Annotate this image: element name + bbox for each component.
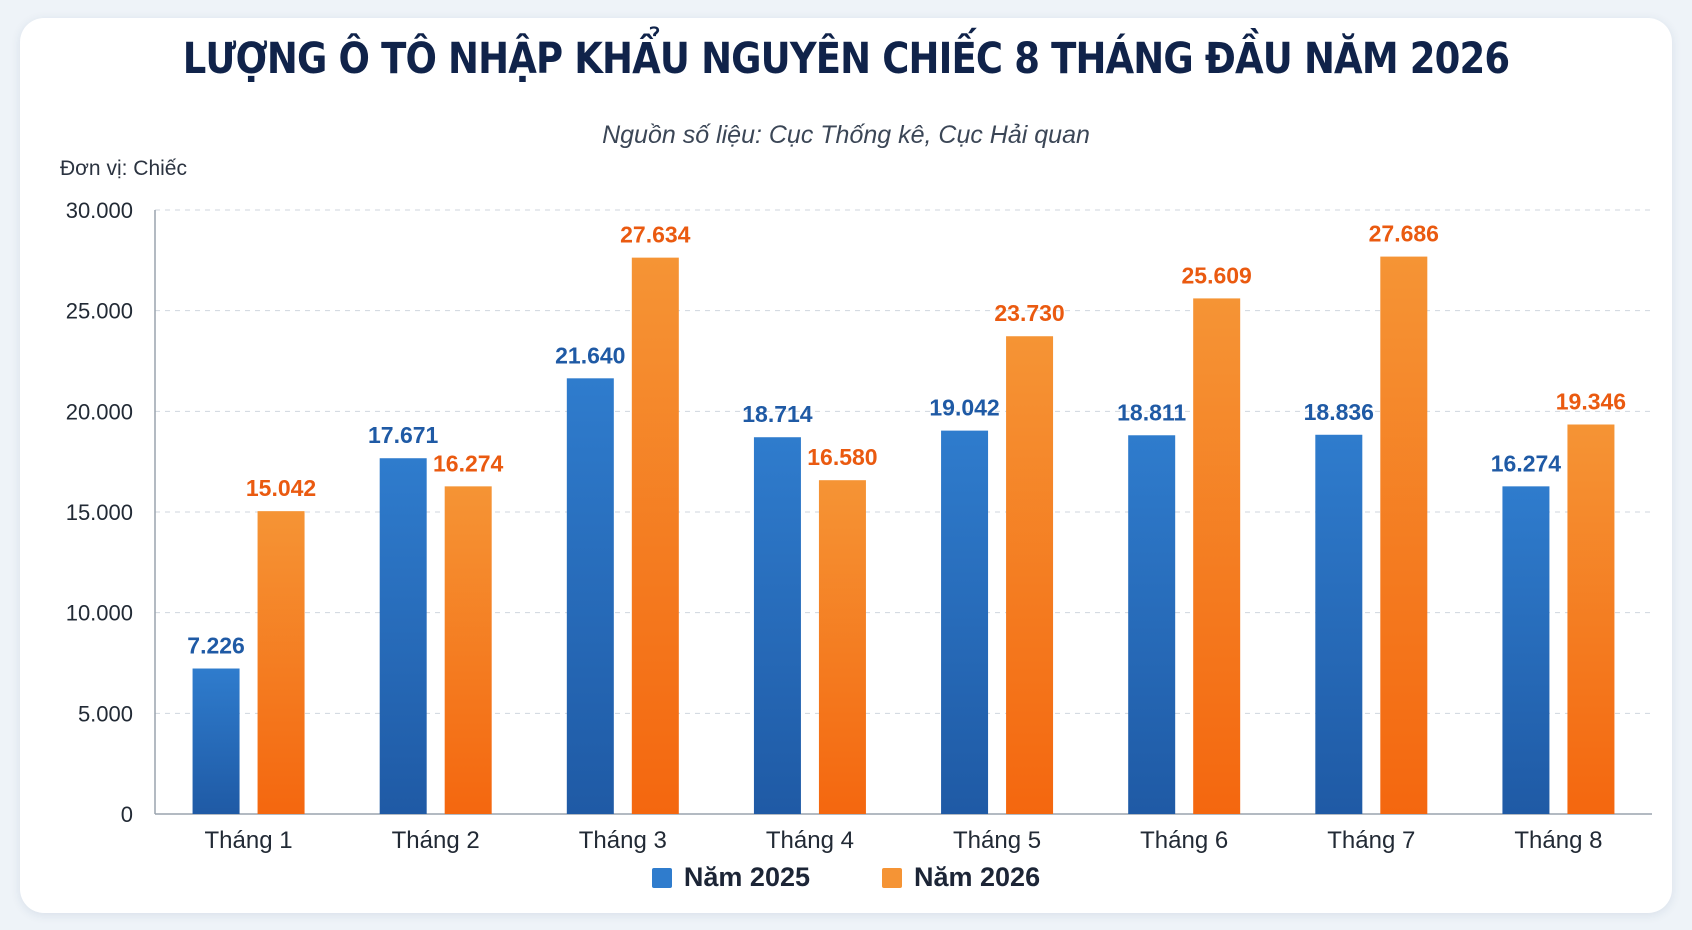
data-label-2026-5: 23.730: [994, 300, 1064, 326]
bar-2026-7[interactable]: [1380, 256, 1428, 815]
x-tick-label: Tháng 7: [1327, 827, 1415, 854]
subtitle-source: Cục Thống kê, Cục Hải quan: [768, 121, 1090, 149]
y-tick-label: 10.000: [66, 601, 133, 626]
data-label-2026-8: 19.346: [1556, 389, 1626, 415]
bar-2025-3[interactable]: [566, 378, 614, 814]
chart-title: LƯỢNG Ô TÔ NHẬP KHẨU NGUYÊN CHIẾC 8 THÁN…: [182, 34, 1510, 84]
data-label-2025-5: 19.042: [929, 395, 999, 421]
data-label-2025-7: 18.836: [1304, 399, 1374, 425]
y-tick-label: 25.000: [66, 299, 133, 324]
tick-labels: 0 5.000 10.000 15.000 20.000 25.000 30.000 Thán…: [66, 198, 1603, 854]
chart-legend: Năm 2025 Năm 2026: [0, 862, 1692, 893]
grid-lines: [155, 209, 1652, 714]
data-label-2026-3: 27.634: [620, 222, 691, 248]
bar-2025-7[interactable]: [1315, 434, 1363, 814]
data-label-2025-2: 17.671: [368, 422, 439, 448]
legend-swatch-2026: [882, 867, 902, 888]
legend-label-2026: Năm 2026: [914, 862, 1041, 892]
subtitle-prefix: Nguồn số liệu:: [602, 121, 769, 149]
bar-2025-5[interactable]: [941, 430, 989, 814]
bar-2025-4[interactable]: [753, 437, 801, 814]
y-tick-label: 0: [121, 802, 133, 827]
data-label-2026-2: 16.274: [433, 450, 504, 476]
y-tick-label: 30.000: [66, 198, 133, 223]
bar-2026-8[interactable]: [1567, 424, 1615, 814]
data-label-2026-1: 15.042: [246, 475, 316, 501]
x-tick-label: Tháng 2: [392, 827, 480, 854]
bar-2026-2[interactable]: [444, 486, 492, 814]
bar-2026-5[interactable]: [1006, 336, 1054, 814]
data-label-2025-6: 18.811: [1117, 399, 1186, 425]
bar-2026-1[interactable]: [257, 511, 305, 814]
data-label-2026-4: 16.580: [807, 444, 877, 470]
data-label-2025-4: 18.714: [742, 401, 813, 427]
bar-2026-6[interactable]: [1193, 298, 1241, 814]
y-tick-label: 20.000: [66, 399, 133, 424]
x-tick-label: Tháng 3: [579, 827, 667, 854]
bar-2026-4[interactable]: [818, 480, 866, 814]
data-labels: 7.22615.04217.67116.27421.64027.63418.71…: [187, 221, 1626, 659]
legend-swatch-2025: [651, 867, 672, 888]
bar-2025-6[interactable]: [1128, 435, 1176, 814]
data-label-2025-1: 7.226: [187, 633, 245, 659]
y-tick-label: 15.000: [66, 500, 133, 525]
legend-label-2025: Năm 2025: [683, 862, 810, 892]
data-label-2026-6: 25.609: [1182, 262, 1252, 288]
unit-label: Đơn vị: Chiếc: [60, 157, 187, 180]
bars: [192, 256, 1615, 815]
x-tick-label: Tháng 6: [1140, 827, 1228, 854]
chart-subtitle: Nguồn số liệu: Cục Thống kê, Cục Hải qua…: [0, 121, 1692, 150]
bar-2025-1[interactable]: [192, 668, 240, 814]
y-tick-label: 5.000: [78, 701, 133, 726]
bar-2025-8[interactable]: [1502, 486, 1550, 814]
x-tick-label: Tháng 8: [1514, 827, 1602, 854]
bar-2026-3[interactable]: [631, 257, 679, 814]
data-label-2025-3: 21.640: [555, 342, 625, 368]
data-label-2026-7: 27.686: [1369, 221, 1439, 247]
x-tick-label: Tháng 4: [766, 827, 854, 854]
x-tick-label: Tháng 1: [205, 827, 293, 854]
legend-item-2026[interactable]: Năm 2026: [882, 862, 1040, 893]
data-label-2025-8: 16.274: [1491, 450, 1562, 476]
bar-2025-2[interactable]: [379, 458, 427, 814]
legend-item-2025[interactable]: Năm 2025: [651, 862, 810, 893]
x-tick-label: Tháng 5: [953, 827, 1041, 854]
